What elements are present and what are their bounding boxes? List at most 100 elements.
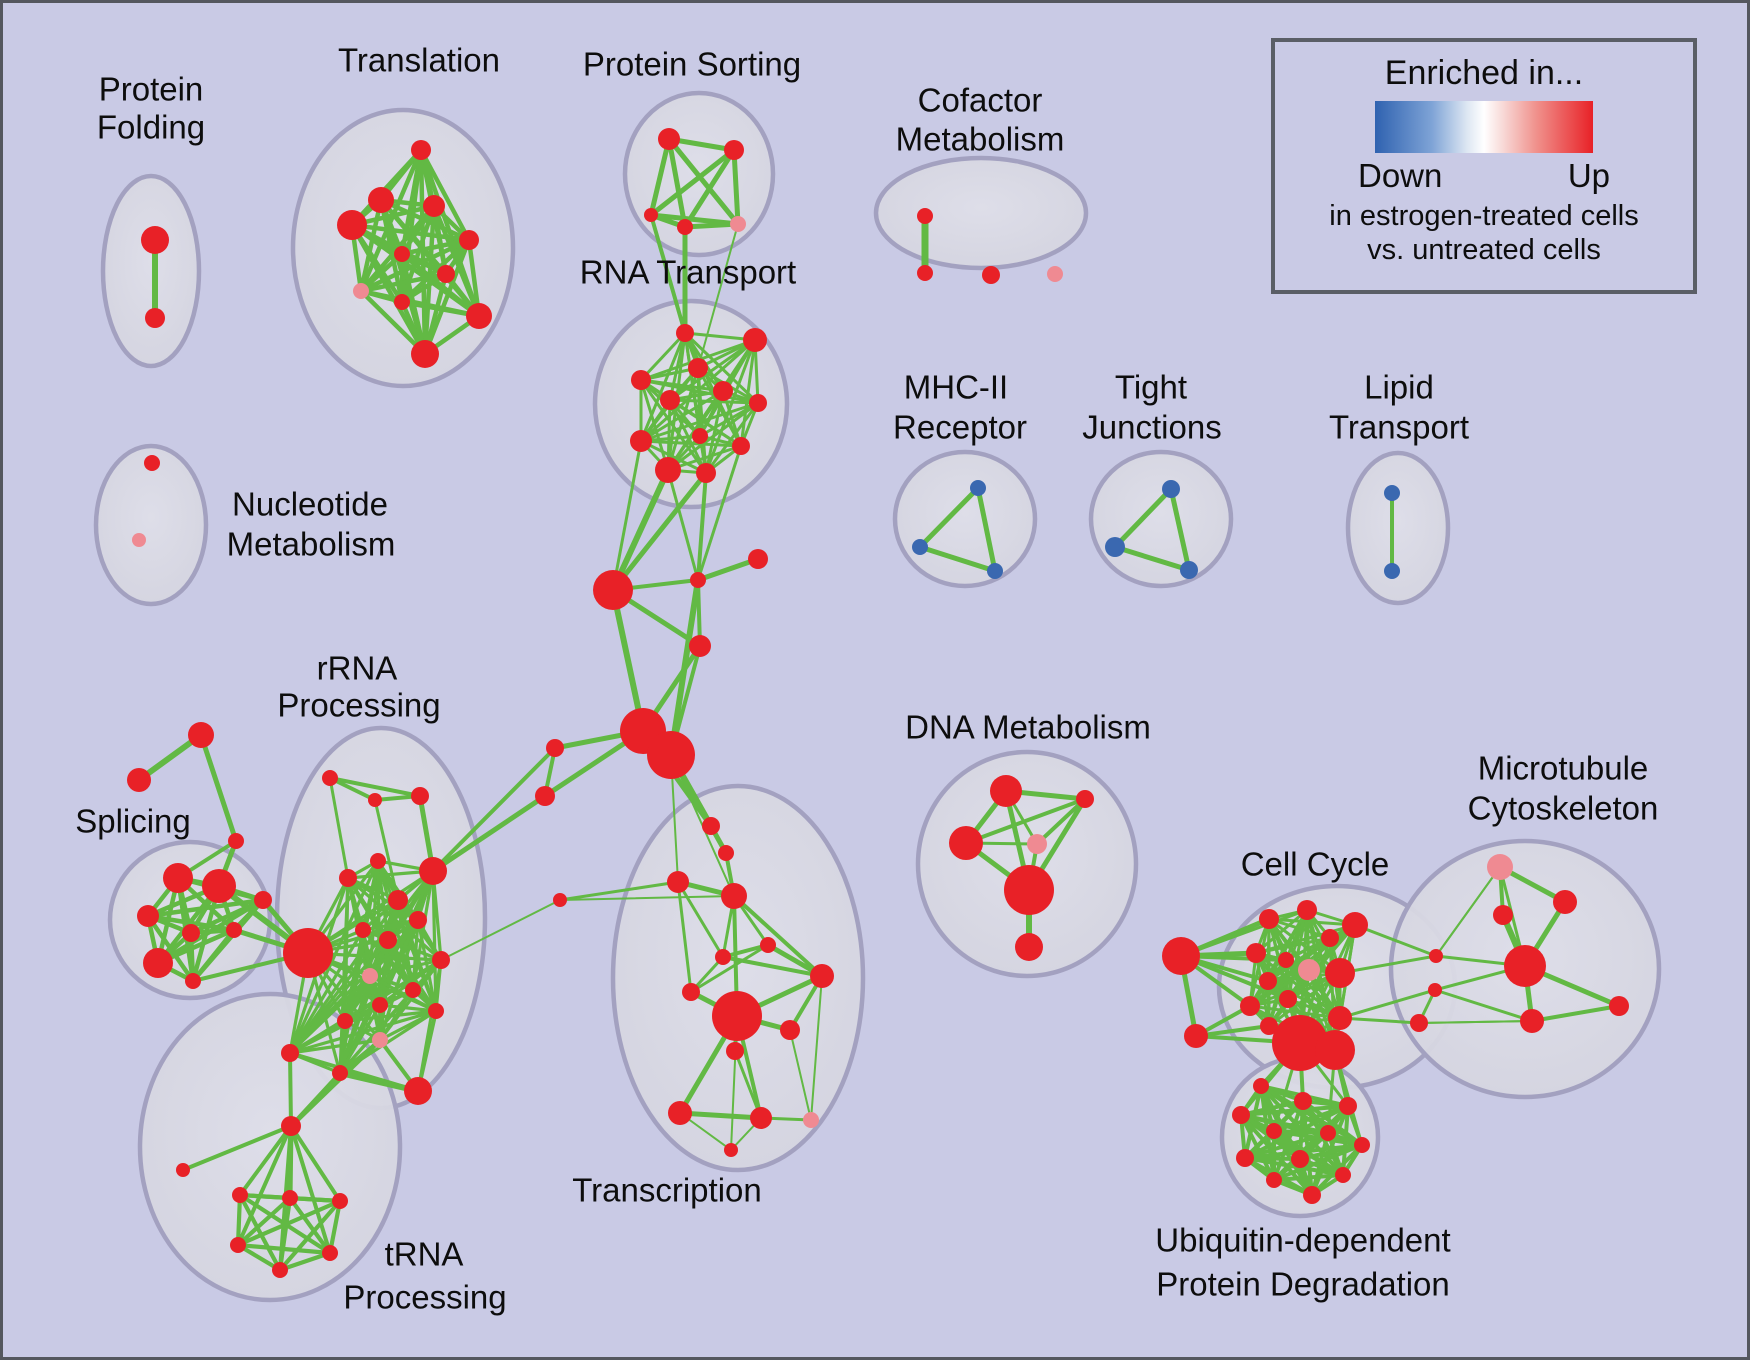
edge	[236, 1124, 293, 1247]
cluster-label-cofactor-metabolism: Metabolism	[896, 121, 1065, 158]
node-red	[188, 722, 214, 748]
node-pink	[372, 1032, 388, 1048]
node-red	[1321, 929, 1339, 947]
node-red	[1297, 900, 1317, 920]
edge	[349, 222, 472, 243]
edge	[1248, 971, 1342, 1008]
node-red	[553, 893, 567, 907]
edge	[666, 136, 688, 230]
edge	[235, 1198, 343, 1248]
node-blue	[1105, 537, 1125, 557]
node-red	[337, 210, 367, 240]
edge	[288, 1051, 293, 1128]
node-red	[750, 1107, 772, 1129]
cluster-label-protein-folding: Folding	[97, 109, 205, 146]
node-red	[1504, 945, 1546, 987]
edge	[739, 338, 757, 448]
edge	[440, 899, 561, 961]
cluster-ellipse-tight-junctions	[1088, 449, 1234, 589]
cluster-label-cofactor-metabolism: Cofactor	[918, 82, 1043, 119]
cluster-label-mhc-ii-receptor: MHC-II	[904, 369, 1008, 406]
legend-caption-line1: in estrogen-treated cells	[1329, 200, 1639, 232]
edge	[611, 439, 643, 592]
node-red	[1266, 1172, 1282, 1188]
edge	[349, 222, 428, 357]
edge	[682, 147, 737, 230]
edge	[399, 237, 472, 257]
node-red	[163, 863, 193, 893]
node-pink	[1047, 266, 1063, 282]
edge	[1338, 954, 1438, 975]
node-red	[368, 187, 394, 213]
node-red	[281, 1116, 301, 1136]
edge	[399, 299, 482, 319]
edge	[1310, 1131, 1330, 1197]
node-red	[1429, 949, 1443, 963]
node-red	[322, 1245, 338, 1261]
node-red	[718, 845, 734, 861]
legend-gradient-bar	[1375, 101, 1593, 153]
cluster-label-lipid-transport: Lipid	[1364, 369, 1434, 406]
cluster-label-splicing: Splicing	[75, 803, 191, 840]
edge	[378, 1003, 438, 1013]
node-red	[432, 951, 450, 969]
edge	[1435, 866, 1501, 957]
cluster-label-protein-folding: Protein	[99, 71, 204, 108]
cluster-label-ubiquitin-degradation: Ubiquitin-dependent	[1155, 1222, 1450, 1259]
node-red	[226, 922, 242, 938]
node-red	[185, 973, 201, 989]
edge	[338, 974, 372, 1075]
edge	[338, 988, 415, 1075]
edge	[682, 221, 741, 230]
node-red	[1260, 1017, 1278, 1035]
edge	[1272, 1173, 1345, 1182]
node-red	[702, 817, 720, 835]
node-red	[688, 358, 708, 378]
node-red	[1246, 943, 1266, 963]
edge	[1194, 1024, 1271, 1038]
edge	[704, 401, 760, 475]
edge	[328, 776, 377, 802]
node-red	[372, 997, 388, 1013]
edge	[358, 197, 384, 294]
legend-title: Enriched in...	[1384, 54, 1584, 92]
edge	[328, 776, 422, 798]
node-red	[1325, 958, 1355, 988]
edge	[1243, 1131, 1330, 1160]
node-red	[322, 770, 338, 786]
node-red	[676, 324, 694, 342]
node-red	[1328, 1006, 1352, 1030]
node-red	[715, 949, 731, 965]
edge	[677, 1110, 764, 1121]
edge	[1243, 1156, 1345, 1177]
edge	[430, 793, 548, 874]
node-red	[1015, 933, 1043, 961]
edge	[235, 1242, 283, 1273]
edge	[1035, 797, 1087, 846]
node-red	[282, 1190, 298, 1206]
node-red	[370, 853, 386, 869]
edge	[639, 378, 760, 405]
node-red	[1354, 1137, 1370, 1153]
legend-down-label: Down	[1358, 157, 1443, 194]
node-red	[677, 219, 693, 235]
edge	[666, 401, 760, 472]
edge	[639, 439, 708, 475]
node-red	[724, 1143, 738, 1157]
node-red	[182, 924, 200, 942]
edge	[289, 1124, 332, 1255]
edge	[689, 943, 770, 994]
node-red	[459, 230, 479, 250]
cluster-label-lipid-transport: Transport	[1329, 409, 1469, 446]
node-red	[428, 1003, 444, 1019]
edges	[136, 136, 1622, 1273]
node-red	[690, 572, 706, 588]
node-pink	[362, 968, 378, 984]
edge	[721, 955, 824, 978]
node-red	[1266, 1123, 1282, 1139]
edge	[697, 223, 739, 369]
node-red	[411, 140, 431, 160]
cluster-ellipse-mhc-ii-receptor	[892, 449, 1038, 589]
